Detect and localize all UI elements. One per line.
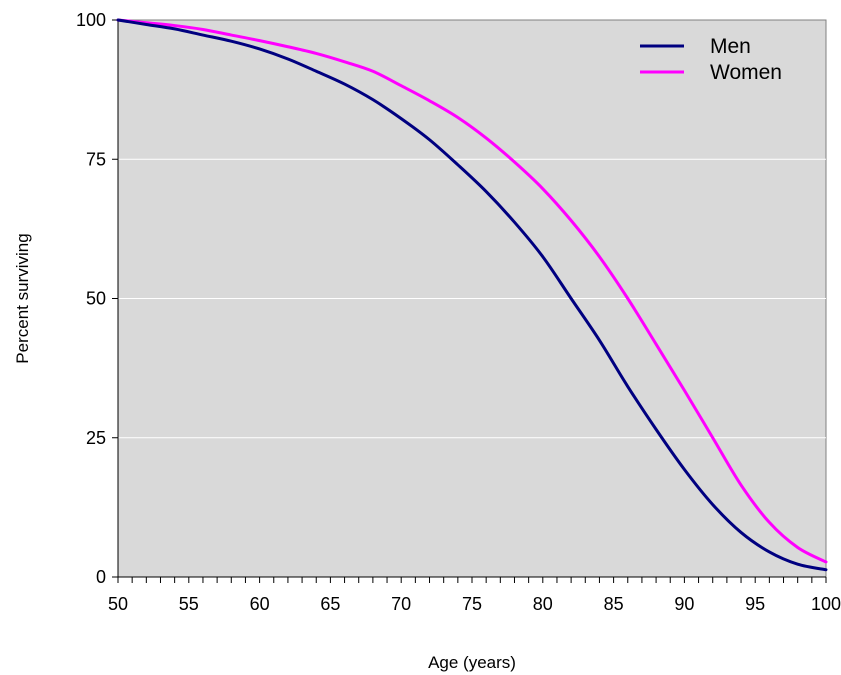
y-axis-title: Percent surviving	[13, 233, 32, 363]
series-lines	[116, 18, 828, 572]
axes: 0 25 50 75 100 50 55 60 65 70 75 80 85 90 95 100	[76, 10, 841, 614]
x-tick-label: 50	[108, 594, 128, 614]
legend-label-women: Women	[710, 61, 782, 84]
y-tick-label: 25	[86, 428, 106, 448]
series-line-women	[116, 18, 828, 564]
x-tick-label: 65	[320, 594, 340, 614]
x-tick-label: 80	[533, 594, 553, 614]
x-tick-label: 100	[811, 594, 841, 614]
y-tick-label: 50	[86, 289, 106, 309]
x-tick-label: 90	[674, 594, 694, 614]
x-tick-label: 85	[604, 594, 624, 614]
y-tick-label: 100	[76, 10, 106, 30]
x-tick-label: 60	[250, 594, 270, 614]
y-tick-label: 75	[86, 149, 106, 169]
y-tick-label: 0	[96, 567, 106, 587]
x-tick-label: 70	[391, 594, 411, 614]
series-line-men	[116, 18, 828, 572]
x-tick-label: 55	[179, 594, 199, 614]
gridlines	[118, 158, 826, 439]
x-tick-label: 95	[745, 594, 765, 614]
x-tick-label: 75	[462, 594, 482, 614]
legend-label-men: Men	[710, 35, 751, 58]
legend: Men Women	[640, 35, 782, 84]
x-axis-title: Age (years)	[428, 653, 516, 672]
